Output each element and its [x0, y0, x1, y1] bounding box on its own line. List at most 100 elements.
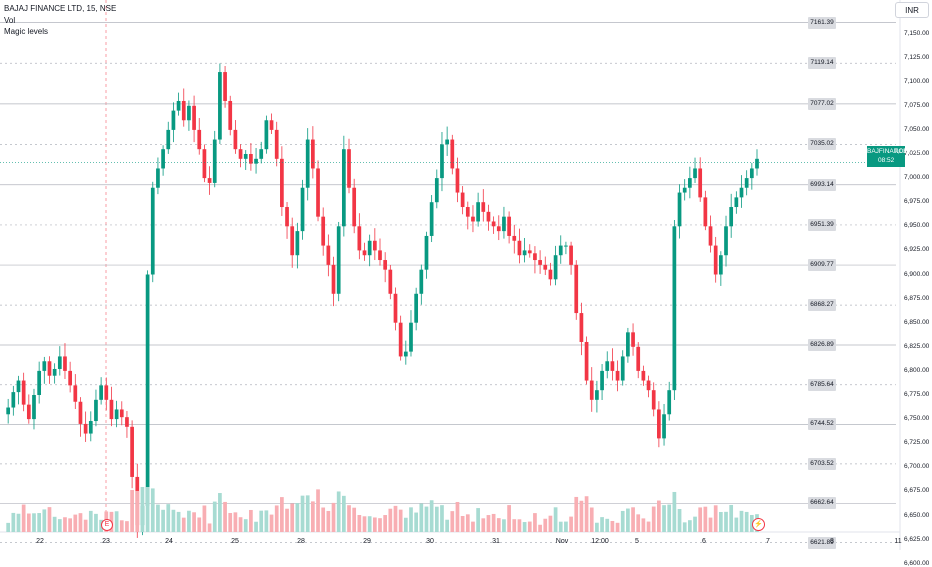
time-tick-label: 22: [36, 538, 44, 545]
price-tick-label: 6,775.00: [904, 391, 930, 398]
volume-bar: [646, 521, 651, 532]
candle-body: [558, 245, 563, 256]
volume-bar: [667, 504, 672, 532]
candle-body: [693, 168, 697, 179]
volume-bar: [192, 512, 196, 532]
candle-body: [57, 356, 62, 369]
candle-body: [305, 139, 310, 188]
magic-level-tag: 6662.64: [808, 497, 836, 510]
magic-level-tag: 7077.02: [808, 97, 836, 110]
volume-bar: [254, 521, 258, 532]
volume-bar: [641, 518, 646, 532]
candle-body: [651, 390, 656, 410]
time-tick-label: 23: [102, 538, 110, 545]
candle-body: [171, 110, 176, 130]
volume-bar: [543, 518, 548, 532]
alert-bolt-icon[interactable]: ⚡: [752, 518, 765, 531]
volume-bar: [88, 510, 93, 532]
volume-bar: [636, 514, 641, 532]
volume-bar: [682, 522, 687, 532]
time-tick-label: 5: [635, 538, 639, 545]
volume-bar: [197, 517, 202, 532]
candle-body: [68, 370, 72, 386]
magic-level-tag: 6951.39: [808, 218, 836, 231]
currency-button[interactable]: INR: [895, 2, 929, 18]
candle-body: [63, 356, 67, 371]
candle-body: [667, 390, 672, 415]
volume-bar: [316, 489, 320, 532]
volume-bar: [181, 517, 186, 532]
candle-body: [73, 385, 78, 402]
volume-bar: [264, 510, 269, 532]
candle-body: [187, 105, 191, 121]
candle-body: [615, 370, 620, 381]
candle-body: [52, 368, 57, 376]
magic-level-tag: 6703.52: [808, 457, 836, 470]
price-tick-label: 6,650.00: [904, 511, 930, 519]
candle-body: [564, 245, 568, 247]
chart-legend-symbol: BAJAJ FINANCE LTD, 15, NSE: [4, 4, 117, 13]
price-chart[interactable]: [0, 0, 932, 550]
last-price-tag: BAJFINANCE: [867, 146, 907, 167]
volume-bar: [161, 509, 165, 532]
candle-body: [336, 226, 341, 294]
volume-bar: [21, 504, 26, 532]
volume-bar: [713, 505, 718, 532]
volume-indicator-label[interactable]: Vol: [4, 16, 16, 25]
volume-bar: [440, 505, 444, 532]
volume-bar: [52, 516, 57, 532]
price-tick-label: 6,675.00: [904, 487, 930, 495]
magic-level-tag: 7035.02: [808, 138, 836, 151]
candle-body: [708, 226, 713, 246]
earnings-event-icon[interactable]: E: [101, 519, 113, 531]
candle-body: [321, 216, 326, 246]
volume-bar: [285, 508, 289, 532]
volume-bar: [367, 516, 372, 532]
candle-body: [749, 168, 754, 179]
magic-level-tag: 7161.39: [808, 16, 836, 29]
volume-bar: [378, 518, 382, 532]
volume-bar: [558, 521, 563, 532]
volume-bar: [130, 489, 134, 532]
candle-body: [259, 149, 264, 159]
candle-body: [383, 260, 388, 270]
candle-body: [657, 409, 661, 439]
volume-bar: [481, 518, 486, 532]
candle-body: [688, 178, 692, 188]
candle-body: [104, 385, 109, 400]
magic-level-tag: 6868.27: [808, 299, 836, 312]
candle-body: [37, 370, 42, 395]
volume-bar: [6, 522, 11, 532]
volume-bar: [749, 514, 754, 532]
volume-bar: [135, 490, 140, 532]
candle-body: [491, 221, 496, 227]
magic-levels-indicator-label[interactable]: Magic levels: [4, 27, 49, 36]
price-tick-label: 6,625.00: [904, 535, 930, 543]
candle-body: [517, 240, 522, 256]
volume-bar: [569, 516, 573, 532]
candle-body: [548, 269, 553, 280]
volume-bar: [455, 501, 460, 532]
volume-bar: [249, 509, 253, 532]
magic-level-tag: 6785.64: [808, 378, 836, 391]
volume-bar: [595, 522, 599, 532]
candle-body: [445, 139, 449, 145]
candle-body: [218, 72, 222, 140]
candle-body: [522, 250, 527, 256]
time-tick-label: 12:00: [591, 538, 609, 545]
candle-body: [269, 120, 274, 130]
time-tick-label: 6: [702, 538, 706, 545]
volume-bar: [471, 521, 475, 532]
volume-bar: [83, 519, 88, 532]
candle-body: [233, 129, 238, 150]
price-tick-label: 6,875.00: [904, 294, 930, 302]
volume-bar: [434, 506, 439, 532]
volume-bar: [718, 511, 723, 532]
candle-body: [223, 72, 227, 101]
volume-bar: [631, 507, 635, 532]
volume-bar: [326, 510, 331, 532]
volume-bar: [119, 520, 124, 532]
volume-bar: [703, 506, 708, 532]
time-tick-label: 25: [231, 538, 239, 545]
volume-bar: [331, 502, 336, 532]
